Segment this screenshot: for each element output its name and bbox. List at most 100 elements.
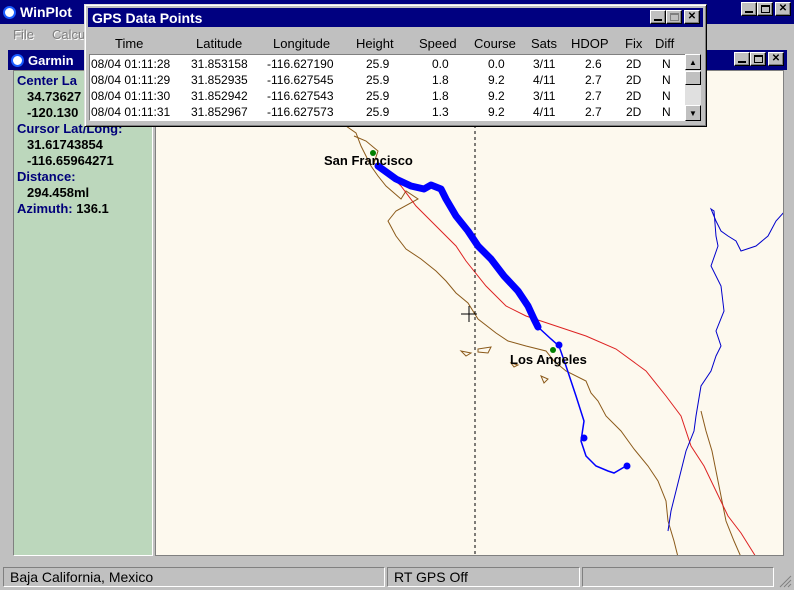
arrow-down-icon: ▼ — [689, 108, 697, 118]
table-cell: 9.2 — [488, 105, 505, 119]
table-cell: 2D — [626, 73, 642, 87]
gps-track — [374, 162, 542, 331]
resize-grip-icon[interactable] — [778, 574, 792, 588]
scroll-thumb[interactable] — [685, 71, 701, 85]
table-cell: N — [662, 105, 671, 119]
gps-data-list[interactable]: 08/04 01:11:28 31.853158 -116.627190 25.9 0.… — [89, 54, 686, 121]
map-window-title: Garmin — [28, 52, 74, 68]
waypoint-2 — [580, 434, 588, 442]
col-sats[interactable]: Sats — [531, 36, 558, 51]
table-cell: 08/04 01:11:30 — [91, 89, 171, 103]
col-course[interactable]: Course — [474, 36, 516, 51]
gps-close-button[interactable]: ✕ — [684, 10, 700, 24]
status-bar: Baja California, Mexico RT GPS Off — [0, 564, 794, 590]
map-minimize-button[interactable] — [734, 52, 750, 66]
gps-data-window[interactable]: GPS Data Points ✕ Time Latitude Longitud… — [84, 4, 707, 127]
maximize-button[interactable] — [757, 2, 773, 16]
table-cell: N — [662, 73, 671, 87]
table-cell: 2.7 — [585, 105, 602, 119]
map-canvas[interactable]: San Francisco Los Angeles — [155, 70, 784, 556]
gps-minimize-button[interactable] — [650, 10, 666, 24]
col-time[interactable]: Time — [115, 36, 144, 51]
menu-bar: File Calcu — [0, 24, 794, 46]
waypoint-3 — [623, 462, 631, 470]
table-cell: 1.8 — [432, 73, 449, 87]
table-cell: 9.2 — [488, 73, 505, 87]
table-cell: 25.9 — [366, 57, 390, 71]
table-cell: 25.9 — [366, 89, 390, 103]
table-cell: 2.7 — [585, 89, 602, 103]
table-row[interactable]: 08/04 01:11:30 31.852942 -116.627543 25.9 1.… — [90, 88, 685, 104]
border-line — [380, 165, 756, 555]
minimize-icon — [738, 61, 746, 63]
close-icon: ✕ — [771, 53, 781, 64]
la-marker — [550, 347, 556, 353]
menu-calc[interactable]: Calcu — [52, 27, 86, 42]
col-longitude[interactable]: Longitude — [273, 36, 331, 51]
gps-column-headers: Time Latitude Longitude Height Speed Cou… — [88, 33, 703, 53]
gps-window-controls: ✕ — [650, 10, 700, 24]
col-hdop[interactable]: HDOP — [571, 36, 609, 51]
cursor-long-value: -116.65964271 — [27, 153, 114, 168]
col-height[interactable]: Height — [356, 36, 394, 51]
map-window-icon[interactable] — [11, 53, 24, 67]
cursor-lat-value: 31.61743854 — [27, 137, 103, 152]
table-row[interactable]: 08/04 01:11:29 31.852935 -116.627545 25.9 1.… — [90, 72, 685, 88]
center-long-value: -120.130 — [27, 105, 79, 120]
table-cell: 25.9 — [366, 73, 390, 87]
table-cell: 31.852935 — [191, 73, 248, 87]
table-cell: -116.627190 — [267, 57, 334, 71]
close-icon: ✕ — [778, 3, 788, 14]
app-icon[interactable] — [3, 5, 16, 19]
label-san-francisco: San Francisco — [324, 153, 413, 168]
main-window-controls: ✕ — [741, 2, 791, 16]
table-cell: 31.852942 — [191, 89, 248, 103]
col-diff[interactable]: Diff — [655, 36, 675, 51]
close-button[interactable]: ✕ — [775, 2, 791, 16]
col-fix[interactable]: Fix — [625, 36, 643, 51]
table-cell: 2.7 — [585, 73, 602, 87]
map-maximize-button[interactable] — [750, 52, 766, 66]
scroll-down-button[interactable]: ▼ — [685, 105, 701, 121]
status-location: Baja California, Mexico — [3, 567, 385, 587]
gulf-coast — [700, 410, 741, 555]
table-cell: 1.8 — [432, 89, 449, 103]
minimize-icon — [654, 19, 662, 21]
table-row[interactable]: 08/04 01:11:31 31.852967 -116.627573 25.9 1.… — [90, 104, 685, 120]
sf-marker — [370, 150, 376, 156]
coastline — [345, 125, 679, 555]
close-icon: ✕ — [687, 11, 697, 22]
map-close-button[interactable]: ✕ — [768, 52, 784, 66]
col-latitude[interactable]: Latitude — [196, 36, 243, 51]
table-cell: 3/11 — [533, 57, 556, 71]
table-cell: N — [662, 57, 671, 71]
status-empty-pane — [582, 567, 774, 587]
table-row[interactable]: 08/04 01:11:28 31.853158 -116.627190 25.9 0.… — [90, 56, 685, 72]
table-cell: 0.0 — [488, 57, 505, 71]
waypoint-1 — [555, 341, 563, 349]
minimize-icon — [745, 11, 753, 13]
table-cell: 9.2 — [488, 89, 505, 103]
maximize-icon — [669, 13, 679, 21]
scroll-up-button[interactable]: ▲ — [685, 54, 701, 70]
cursor-crosshair-icon — [461, 306, 477, 322]
map-svg[interactable] — [156, 71, 784, 556]
menu-file[interactable]: File — [13, 27, 34, 42]
gps-window-title: GPS Data Points — [92, 9, 203, 26]
distance-label: Distance: — [17, 169, 76, 184]
arrow-up-icon: ▲ — [689, 57, 697, 67]
table-cell: 2D — [626, 57, 642, 71]
main-window-title: WinPlot — [20, 4, 72, 20]
minimize-button[interactable] — [741, 2, 757, 16]
river — [667, 207, 783, 532]
distance-value: 294.458ml — [27, 185, 90, 200]
table-cell: 08/04 01:11:31 — [91, 105, 171, 119]
maximize-icon — [753, 55, 763, 63]
col-speed[interactable]: Speed — [419, 36, 457, 51]
label-los-angeles: Los Angeles — [510, 352, 587, 367]
gps-scrollbar[interactable]: ▲ ▼ — [685, 54, 701, 121]
table-cell: 08/04 01:11:28 — [91, 57, 171, 71]
table-cell: N — [662, 89, 671, 103]
center-label: Center La — [17, 73, 77, 88]
gps-window-titlebar[interactable]: GPS Data Points ✕ — [88, 8, 703, 27]
